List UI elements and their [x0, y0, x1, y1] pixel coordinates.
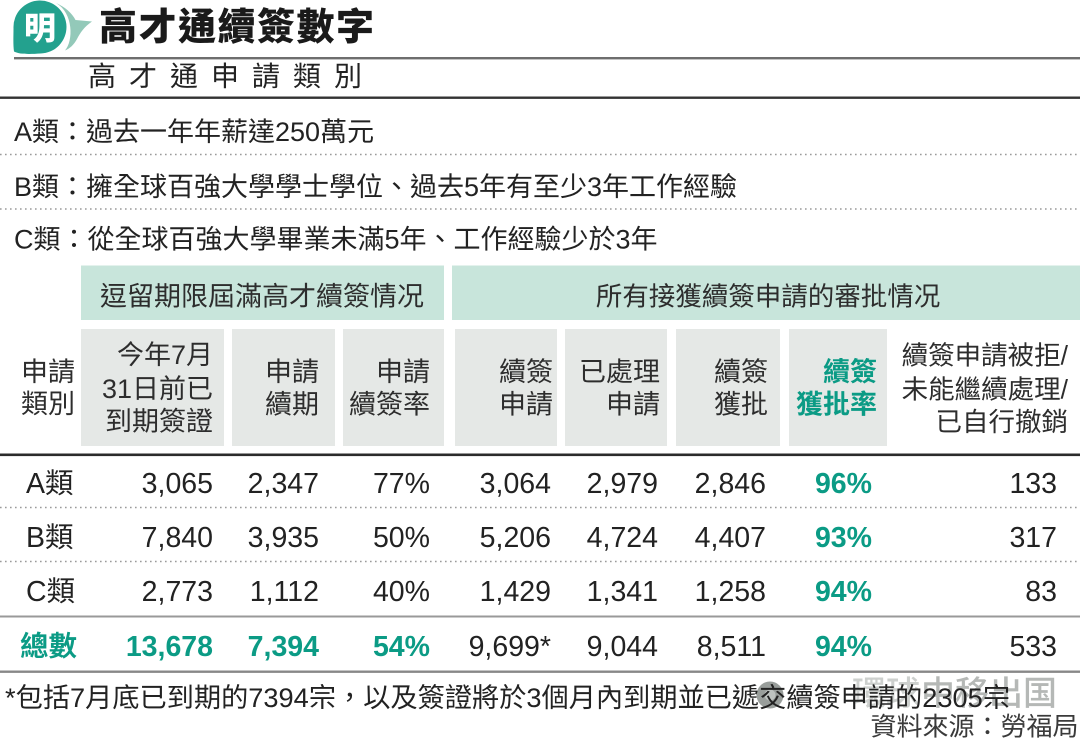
svg-text:5,206: 5,206 — [480, 522, 551, 554]
svg-text:2,773: 2,773 — [142, 576, 213, 608]
svg-text:/: / — [1061, 341, 1069, 371]
svg-text:4,724: 4,724 — [587, 522, 658, 554]
svg-text:3: 3 — [616, 225, 631, 255]
svg-text:94%: 94% — [815, 631, 872, 663]
svg-text:B: B — [26, 522, 45, 554]
svg-text:2305: 2305 — [922, 682, 982, 713]
svg-text:250: 250 — [275, 117, 320, 147]
svg-text:7,840: 7,840 — [142, 522, 213, 554]
svg-text:50%: 50% — [373, 522, 430, 554]
svg-text:3,935: 3,935 — [248, 522, 319, 554]
svg-text:7: 7 — [171, 340, 186, 370]
svg-text:317: 317 — [1009, 522, 1057, 554]
svg-text:A: A — [14, 117, 32, 147]
svg-text:13,678: 13,678 — [126, 631, 213, 663]
svg-text:3: 3 — [587, 172, 602, 202]
svg-text:2,846: 2,846 — [695, 468, 766, 500]
svg-text:31: 31 — [102, 374, 132, 404]
svg-text:1,112: 1,112 — [250, 576, 319, 608]
svg-text:7: 7 — [70, 682, 85, 713]
svg-text:40%: 40% — [373, 576, 430, 608]
svg-text:8,511: 8,511 — [697, 631, 766, 663]
svg-text:3,065: 3,065 — [142, 468, 213, 500]
svg-text:C: C — [26, 576, 47, 608]
svg-text:83: 83 — [1025, 576, 1057, 608]
svg-text:7,394: 7,394 — [248, 631, 319, 663]
svg-text:B: B — [14, 172, 32, 202]
svg-text:1,258: 1,258 — [695, 576, 766, 608]
svg-text:A: A — [26, 468, 45, 500]
svg-text:7394: 7394 — [248, 682, 308, 713]
svg-text:C: C — [14, 225, 34, 255]
svg-text:*: * — [5, 682, 16, 713]
svg-text:96%: 96% — [815, 468, 872, 500]
svg-text:4,407: 4,407 — [695, 522, 766, 554]
svg-text:93%: 93% — [815, 522, 872, 554]
svg-text:1,429: 1,429 — [480, 576, 551, 608]
svg-text:9,044: 9,044 — [587, 631, 658, 663]
svg-text:2,979: 2,979 — [587, 468, 658, 500]
svg-text:5: 5 — [385, 225, 400, 255]
svg-text:2,347: 2,347 — [248, 468, 319, 500]
svg-text:54%: 54% — [373, 631, 430, 663]
svg-text:5: 5 — [464, 172, 479, 202]
svg-text:77%: 77% — [373, 468, 430, 500]
svg-text:3: 3 — [526, 682, 541, 713]
svg-text:9,699*: 9,699* — [469, 631, 551, 663]
svg-text:94%: 94% — [815, 576, 872, 608]
svg-text:3,064: 3,064 — [480, 468, 551, 500]
svg-text:1,341: 1,341 — [587, 576, 658, 608]
svg-text:133: 133 — [1009, 468, 1057, 500]
svg-text:/: / — [1061, 375, 1069, 405]
svg-text:533: 533 — [1009, 631, 1057, 663]
